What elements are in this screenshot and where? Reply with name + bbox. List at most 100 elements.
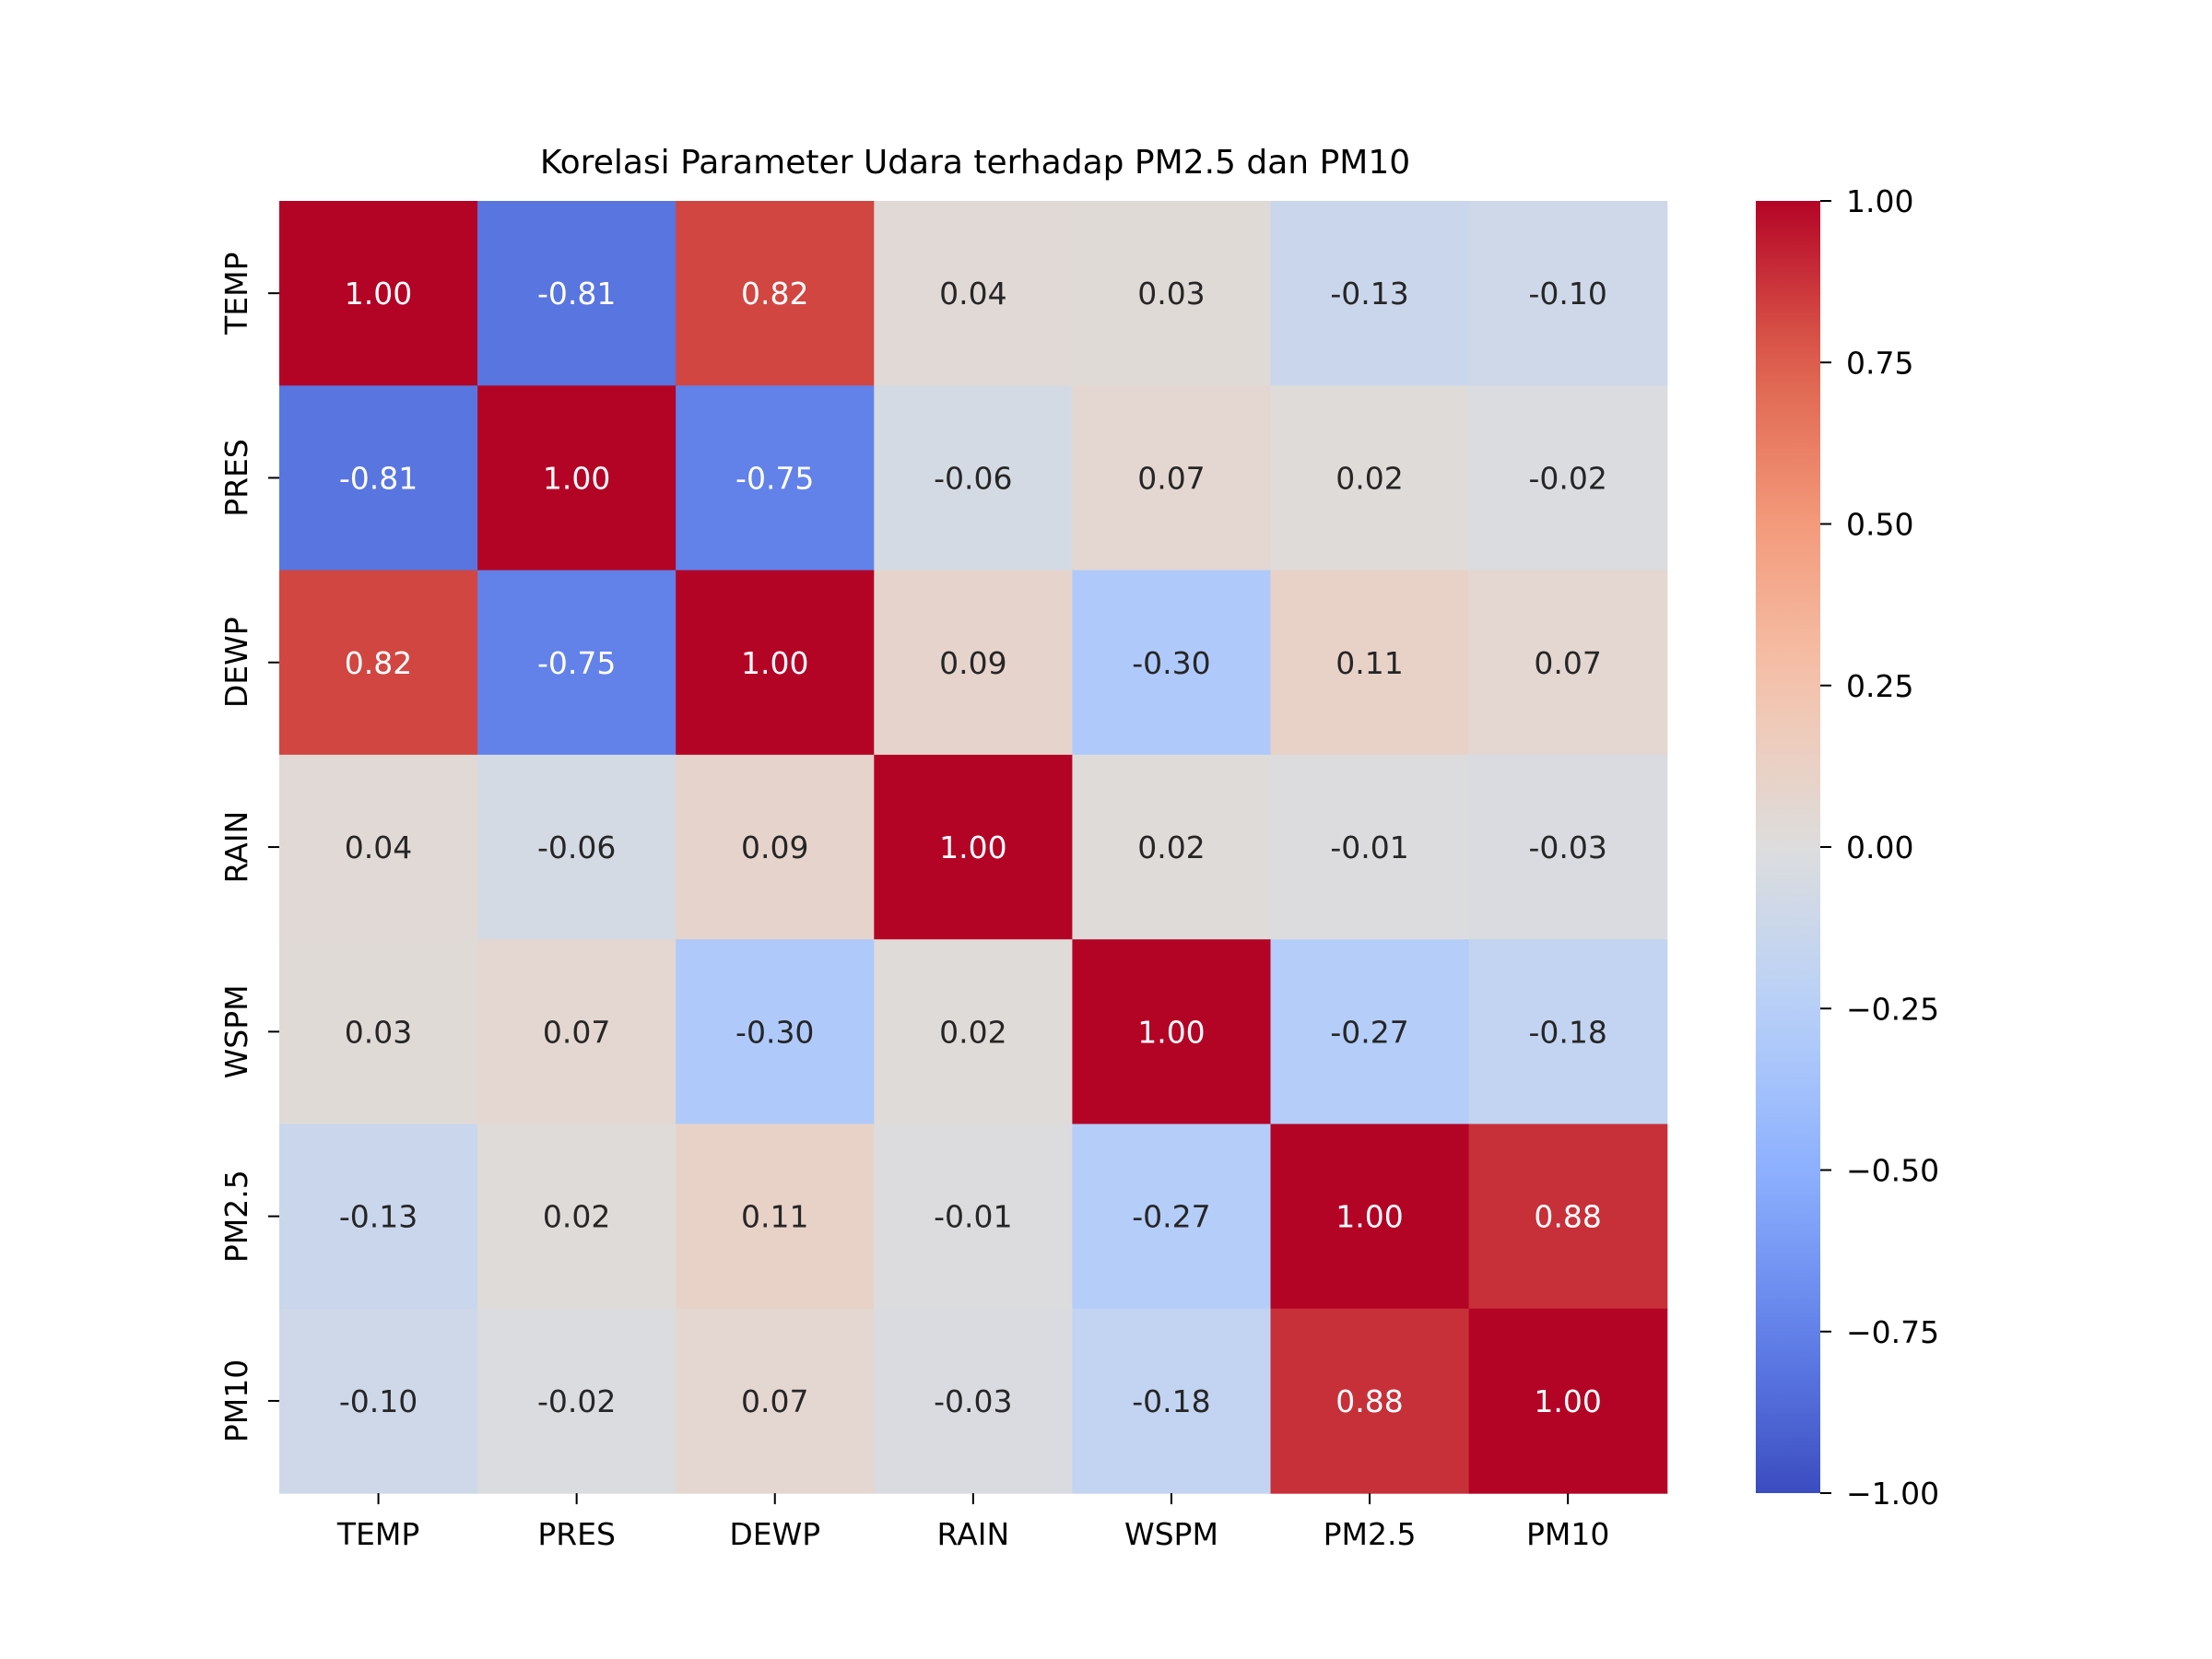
cell-value-label: -0.02 xyxy=(1528,460,1606,496)
heatmap-cell xyxy=(1468,754,1668,940)
heatmap-cell xyxy=(676,939,875,1125)
cell-value-label: 0.11 xyxy=(1335,645,1403,681)
cell-value-label: 0.04 xyxy=(939,276,1006,312)
heatmap-cell xyxy=(1468,385,1668,571)
heatmap-cell xyxy=(874,1124,1073,1310)
heatmap-cell xyxy=(1270,754,1470,940)
y-tick-label: PM2.5 xyxy=(218,1170,254,1263)
x-tick-label: PM10 xyxy=(1526,1516,1609,1552)
cell-value-label: -0.01 xyxy=(934,1199,1012,1235)
cell-value-label: 0.02 xyxy=(543,1199,610,1235)
colorbar-tick-label: 0.50 xyxy=(1846,507,1913,543)
cell-value-label: -0.75 xyxy=(537,645,616,681)
cell-value-label: -0.06 xyxy=(934,460,1012,496)
cell-value-label: 0.07 xyxy=(543,1014,610,1050)
y-tick-label: PRES xyxy=(218,439,254,517)
heatmap-cell xyxy=(477,754,677,940)
cell-value-label: 0.82 xyxy=(741,276,808,312)
cell-value-label: 1.00 xyxy=(1534,1383,1601,1419)
heatmap-cell xyxy=(676,201,875,386)
heatmap-cell xyxy=(676,754,875,940)
heatmap-cell xyxy=(676,385,875,571)
heatmap-cell xyxy=(279,754,478,940)
heatmap-cell xyxy=(1468,201,1668,386)
heatmap-cell xyxy=(477,570,677,756)
x-tick-label: PM2.5 xyxy=(1324,1516,1417,1552)
cell-value-label: 0.07 xyxy=(1137,460,1205,496)
colorbar-tick-label: 0.25 xyxy=(1846,668,1913,704)
cell-value-label: 0.02 xyxy=(939,1014,1006,1050)
heatmap-cell xyxy=(1468,1308,1668,1494)
heatmap-cell xyxy=(1468,939,1668,1125)
cell-value-label: 1.00 xyxy=(1335,1199,1403,1235)
heatmap-cell xyxy=(279,1308,478,1494)
cell-value-label: -0.27 xyxy=(1132,1199,1210,1235)
cell-value-label: -0.10 xyxy=(1528,276,1606,312)
cell-value-label: 0.03 xyxy=(345,1014,412,1050)
cell-value-label: 0.02 xyxy=(1335,460,1403,496)
y-tick-label: TEMP xyxy=(218,252,254,335)
cell-value-label: -0.06 xyxy=(537,830,616,865)
chart-title: Korelasi Parameter Udara terhadap PM2.5 … xyxy=(540,144,1410,182)
cell-value-label: 1.00 xyxy=(1137,1014,1205,1050)
heatmap-cell xyxy=(676,1124,875,1310)
cell-value-label: 0.07 xyxy=(1534,645,1601,681)
colorbar-tick-label: −0.25 xyxy=(1846,991,1939,1027)
heatmap-cell xyxy=(1072,1308,1272,1494)
heatmap-cell xyxy=(1072,385,1272,571)
heatmap-cell xyxy=(279,939,478,1125)
heatmap-cell xyxy=(279,201,478,386)
heatmap-cell xyxy=(1072,570,1272,756)
heatmap-cell xyxy=(676,1308,875,1494)
cell-value-label: 1.00 xyxy=(741,645,808,681)
cell-value-label: -0.75 xyxy=(735,460,814,496)
heatmap-cell xyxy=(477,201,677,386)
cell-value-label: -0.01 xyxy=(1330,830,1408,865)
cell-value-label: -0.02 xyxy=(537,1383,616,1419)
cell-value-label: 0.02 xyxy=(1137,830,1205,865)
cell-value-label: -0.81 xyxy=(537,276,616,312)
x-tick-label: TEMP xyxy=(336,1516,419,1552)
colorbar xyxy=(1756,201,1820,1493)
heatmap-cell xyxy=(279,570,478,756)
heatmap-cell xyxy=(1468,570,1668,756)
x-tick-label: PRES xyxy=(537,1516,616,1552)
cell-value-label: -0.13 xyxy=(1330,276,1408,312)
heatmap-cell xyxy=(477,1308,677,1494)
colorbar-tick-label: 0.75 xyxy=(1846,345,1913,381)
heatmap-cell xyxy=(477,1124,677,1310)
colorbar-tick-label: −0.50 xyxy=(1846,1153,1939,1189)
heatmap-cell xyxy=(1270,201,1470,386)
cell-value-label: 0.11 xyxy=(741,1199,808,1235)
cell-value-label: -0.30 xyxy=(735,1014,814,1050)
x-tick-label: WSPM xyxy=(1124,1516,1218,1552)
heatmap-cell xyxy=(1270,570,1470,756)
heatmap-cell xyxy=(1072,1124,1272,1310)
heatmap-cell xyxy=(874,939,1073,1125)
cell-value-label: -0.10 xyxy=(339,1383,418,1419)
cell-value-label: 1.00 xyxy=(345,276,412,312)
colorbar-axis: 1.00 0.75 0.50 0.25 0.00 −0.25 −0.50 −0.75 −1.00 xyxy=(1820,183,1939,1512)
colorbar-tick-label: −0.75 xyxy=(1846,1314,1939,1350)
heatmap-cells: 1.00 -0.81 0.82 0.04 0.03 -0.13 -0.10 -0.81 1.00… xyxy=(279,201,1668,1494)
cell-value-label: -0.18 xyxy=(1528,1014,1606,1050)
cell-value-label: 0.03 xyxy=(1137,276,1205,312)
x-tick-label: DEWP xyxy=(729,1516,820,1552)
cell-value-label: -0.81 xyxy=(339,460,418,496)
y-tick-label: WSPM xyxy=(218,984,254,1078)
heatmap-cell xyxy=(874,385,1073,571)
cell-value-label: -0.13 xyxy=(339,1199,418,1235)
cell-value-label: 1.00 xyxy=(939,830,1006,865)
heatmap-cell xyxy=(1072,201,1272,386)
cell-value-label: 0.07 xyxy=(741,1383,808,1419)
cell-value-label: -0.27 xyxy=(1330,1014,1408,1050)
heatmap-cell xyxy=(477,939,677,1125)
x-axis: TEMP PRES DEWP RAIN WSPM PM2.5 PM10 xyxy=(336,1493,1609,1552)
cell-value-label: 0.82 xyxy=(345,645,412,681)
heatmap-cell xyxy=(874,754,1073,940)
cell-value-label: 1.00 xyxy=(543,460,610,496)
y-axis: TEMP PRES DEWP RAIN WSPM PM2.5 PM10 xyxy=(218,252,279,1442)
heatmap-cell xyxy=(874,201,1073,386)
heatmap-cell xyxy=(1270,1308,1470,1494)
